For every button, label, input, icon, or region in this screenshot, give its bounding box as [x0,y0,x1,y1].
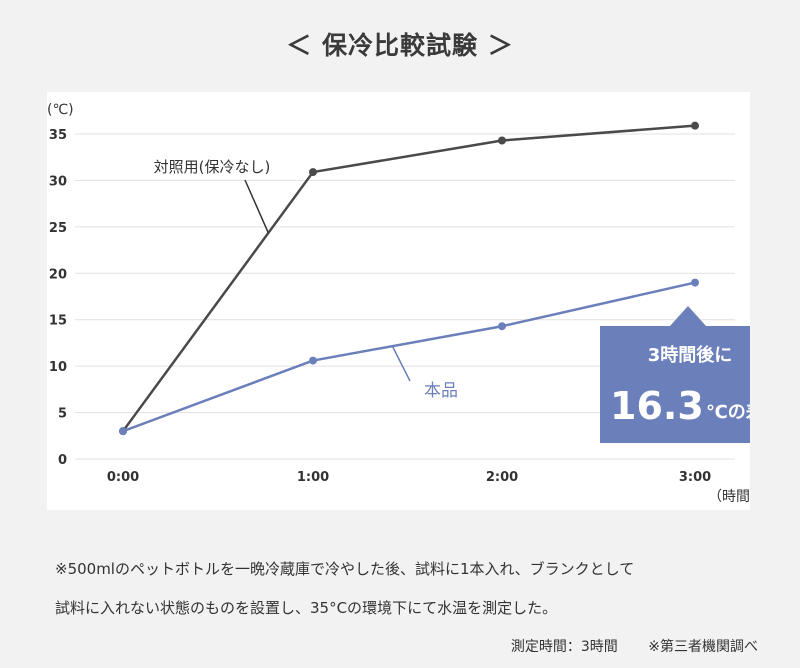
x-tick-label: 3:00 [679,470,711,485]
series-label-control: 対照用(保冷なし) [154,158,271,176]
y-tick-label: 0 [58,453,67,468]
data-point [309,168,317,177]
data-point [498,136,506,145]
leader-line-product [391,345,411,382]
series-line-0 [121,124,696,432]
data-point [119,427,127,436]
y-tick-label: 10 [49,360,67,375]
callout-unit: ℃の差 [706,401,750,423]
y-tick-label: 30 [49,174,67,189]
footer: 測定時間：3時間 ※第三者機関調べ [511,636,758,656]
callout-value: 16.3 [610,384,704,428]
y-tick-label: 25 [49,221,67,236]
x-unit-label: （時間：分） [708,489,750,505]
chart-panel: 05101520253035(℃)0:001:002:003:00（時間：分） … [47,92,750,510]
y-unit-label: (℃) [47,102,74,118]
data-point [691,121,699,130]
data-point [309,356,317,365]
callout-box [600,326,750,443]
leader-line-control [244,179,270,234]
line-chart: 05101520253035(℃)0:001:002:003:00（時間：分） … [47,102,750,505]
x-tick-label: 0:00 [107,470,139,485]
series-label-product: 本品 [424,381,458,401]
y-tick-label: 15 [49,314,67,329]
x-tick-label: 2:00 [486,470,518,485]
callout-line-1: 3時間後に [648,344,733,366]
source-note: ※第三者機関調べ [648,639,758,655]
x-tick-label: 1:00 [297,470,329,485]
series-line-1 [122,281,696,433]
data-point [691,278,699,287]
note-line-2: 試料に入れない状態のものを設置し、35°Cの環境下にて水温を測定した。 [55,599,558,617]
y-tick-label: 5 [58,407,67,422]
y-tick-label: 20 [49,267,67,282]
data-point [498,322,506,331]
measure-time-note: 測定時間：3時間 [510,639,618,655]
callout-pointer [670,306,706,326]
note-line-1: ※500mlのペットボトルを一晩冷蔵庫で冷やした後、試料に1本入れ、ブランクとし… [55,560,635,578]
y-tick-label: 35 [49,128,67,143]
page-title: ＜ 保冷比較試験 ＞ [286,31,514,60]
